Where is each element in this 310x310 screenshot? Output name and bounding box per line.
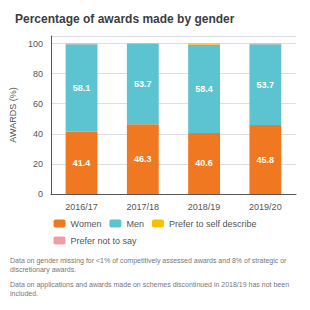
svg-text:Men: Men bbox=[126, 219, 144, 229]
svg-text:60: 60 bbox=[33, 99, 43, 109]
svg-text:Women: Women bbox=[71, 219, 102, 229]
svg-text:53.7: 53.7 bbox=[257, 80, 275, 90]
svg-text:2018/19: 2018/19 bbox=[188, 202, 221, 212]
svg-text:Data on applications and award: Data on applications and awards made on … bbox=[10, 281, 291, 289]
svg-text:0: 0 bbox=[38, 189, 43, 199]
svg-text:58.4: 58.4 bbox=[195, 84, 213, 94]
svg-text:Prefer to self describe: Prefer to self describe bbox=[169, 219, 257, 229]
svg-text:AWARDS (%): AWARDS (%) bbox=[8, 87, 18, 142]
svg-text:Percentage of awards made by g: Percentage of awards made by gender bbox=[15, 12, 235, 26]
svg-text:100: 100 bbox=[28, 39, 43, 49]
svg-text:53.7: 53.7 bbox=[134, 79, 152, 89]
svg-text:41.4: 41.4 bbox=[73, 158, 91, 168]
svg-text:Data on gender missing for <1%: Data on gender missing for <1% of compet… bbox=[10, 257, 288, 265]
svg-text:2017/18: 2017/18 bbox=[127, 202, 160, 212]
svg-text:Prefer not to say: Prefer not to say bbox=[71, 236, 138, 246]
svg-text:45.8: 45.8 bbox=[257, 155, 275, 165]
svg-text:46.3: 46.3 bbox=[134, 154, 152, 164]
svg-text:80: 80 bbox=[33, 69, 43, 79]
svg-text:2016/17: 2016/17 bbox=[65, 202, 98, 212]
svg-text:20: 20 bbox=[33, 159, 43, 169]
svg-text:2019/20: 2019/20 bbox=[249, 202, 282, 212]
svg-text:40.6: 40.6 bbox=[195, 158, 213, 168]
svg-text:58.1: 58.1 bbox=[73, 83, 91, 93]
svg-text:included.: included. bbox=[10, 290, 38, 297]
svg-text:40: 40 bbox=[33, 129, 43, 139]
svg-text:discretionary awards.: discretionary awards. bbox=[10, 266, 76, 274]
